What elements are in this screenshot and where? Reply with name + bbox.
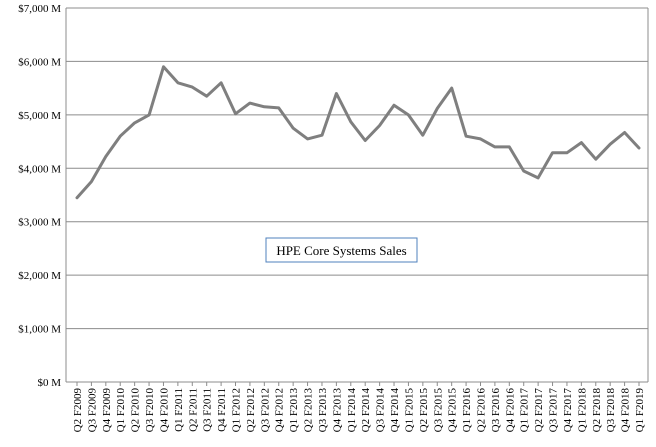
- x-tick-label: Q3 F2009: [86, 388, 98, 433]
- y-tick-label: $4,000 M: [18, 163, 61, 175]
- data-point: [450, 87, 453, 90]
- gridlines: [66, 7, 648, 330]
- x-tick-label: Q2 F2015: [418, 388, 430, 433]
- axes: [65, 8, 649, 386]
- data-point: [364, 139, 367, 142]
- data-point: [234, 112, 237, 115]
- x-tick-label: Q1 F2014: [346, 388, 358, 433]
- data-point: [493, 145, 496, 148]
- data-point: [378, 124, 381, 127]
- x-tick-label: Q2 F2016: [475, 388, 487, 433]
- x-tick-label: Q3 F2010: [144, 388, 156, 433]
- data-point: [263, 105, 266, 108]
- data-point: [623, 131, 626, 134]
- y-tick-label: $7,000 M: [18, 3, 61, 15]
- y-tick-label: $1,000 M: [18, 324, 61, 336]
- data-point: [479, 137, 482, 140]
- data-point: [205, 95, 208, 98]
- x-tick-label: Q1 F2016: [461, 388, 473, 433]
- x-tick-label: Q1 F2012: [231, 388, 243, 432]
- data-point: [76, 196, 79, 199]
- data-point: [277, 106, 280, 109]
- data-point: [90, 180, 93, 183]
- x-tick-label: Q1 F2011: [173, 388, 185, 432]
- x-tick-label: Q3 F2018: [605, 388, 617, 433]
- chart-title-box: [265, 237, 418, 263]
- x-tick-label: Q2 F2011: [187, 388, 199, 432]
- x-tick-label: Q4 F2018: [620, 388, 632, 433]
- series-line: [75, 65, 641, 200]
- x-tick-label: Q1 F2017: [519, 388, 531, 433]
- data-point: [421, 134, 424, 137]
- data-point: [522, 170, 525, 173]
- data-point: [537, 176, 540, 179]
- data-point: [191, 86, 194, 89]
- x-tick-label: Q1 F2010: [115, 388, 127, 433]
- data-point: [594, 158, 597, 161]
- x-tick-label: Q2 F2018: [591, 388, 603, 433]
- data-point: [162, 65, 165, 68]
- x-tick-label: Q3 F2012: [259, 388, 271, 432]
- x-tick-labels: Q2 F2009 Q3 F2009 Q4 F2009 Q1 F2010 Q2 F2010…: [72, 388, 646, 433]
- x-tick-label: Q4 F2016: [504, 388, 516, 433]
- chart-title: HPE Core Systems Sales: [276, 243, 406, 258]
- y-tick-label: $0 M: [37, 377, 61, 389]
- x-tick-label: Q2 F2017: [533, 388, 545, 433]
- x-tick-label: Q3 F2015: [432, 388, 444, 433]
- x-tick-label: Q4 F2014: [389, 388, 401, 433]
- x-tick-label: Q3 F2016: [490, 388, 502, 433]
- data-point: [393, 104, 396, 107]
- data-point: [551, 151, 554, 154]
- x-tick-label: Q4 F2013: [331, 388, 343, 433]
- data-point: [306, 137, 309, 140]
- data-point: [349, 120, 352, 123]
- x-tick-label: Q4 F2010: [158, 388, 170, 433]
- data-point: [407, 113, 410, 116]
- data-point: [508, 145, 511, 148]
- data-point: [119, 135, 122, 138]
- x-tick-label: Q2 F2014: [360, 388, 372, 433]
- x-tick-label: Q4 F2009: [101, 388, 113, 433]
- x-tick-label: Q1 F2013: [288, 388, 300, 433]
- x-tick-label: Q4 F2012: [274, 388, 286, 432]
- x-tick-label: Q1 F2019: [634, 388, 646, 433]
- y-tick-label: $2,000 M: [18, 270, 61, 282]
- data-point: [335, 92, 338, 95]
- data-point: [104, 155, 107, 158]
- data-point: [465, 135, 468, 138]
- x-tick-label: Q2 F2013: [303, 388, 315, 433]
- data-point: [148, 113, 151, 116]
- x-tick-label: Q1 F2015: [403, 388, 415, 433]
- chart-title-group: HPE Core Systems Sales: [265, 237, 418, 263]
- data-point: [580, 141, 583, 144]
- x-tick-label: Q4 F2011: [216, 388, 228, 432]
- data-point: [133, 121, 136, 124]
- x-tick-label: Q3 F2013: [317, 388, 329, 433]
- y-tick-label: $6,000 M: [18, 56, 61, 68]
- x-tick-label: Q2 F2009: [72, 388, 84, 433]
- data-point: [436, 107, 439, 110]
- y-tick-labels: $0 M $1,000 M $2,000 M $3,000 M $4,000 M $5,0…: [18, 3, 61, 389]
- x-tick-label: Q3 F2011: [202, 388, 214, 432]
- y-tick-label: $3,000 M: [18, 217, 61, 229]
- data-point: [609, 143, 612, 146]
- data-point: [176, 81, 179, 84]
- x-tick-label: Q3 F2014: [375, 388, 387, 433]
- data-point: [248, 102, 251, 105]
- data-point: [220, 81, 223, 84]
- data-point: [321, 134, 324, 137]
- y-tick-label: $5,000 M: [18, 110, 61, 122]
- data-point: [638, 147, 641, 150]
- x-tick-label: Q4 F2017: [562, 388, 574, 433]
- x-tick-label: Q3 F2017: [548, 388, 560, 433]
- x-tick-label: Q2 F2010: [130, 388, 142, 433]
- x-tick-label: Q1 F2018: [576, 388, 588, 433]
- series-layer: [75, 65, 641, 200]
- data-point: [292, 127, 295, 130]
- data-point: [565, 151, 568, 154]
- x-tick-label: Q4 F2015: [447, 388, 459, 433]
- x-tick-label: Q2 F2012: [245, 388, 257, 432]
